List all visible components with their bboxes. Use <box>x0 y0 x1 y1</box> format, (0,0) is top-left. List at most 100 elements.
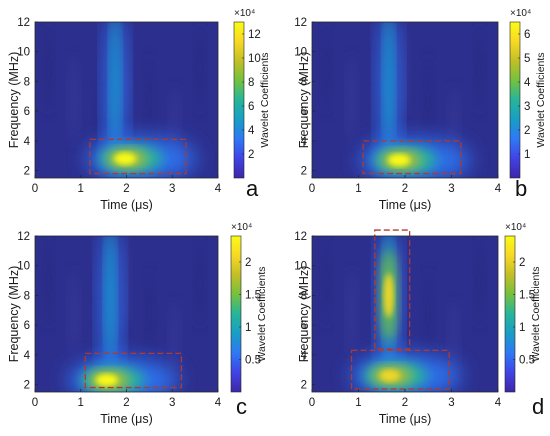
background-texture <box>397 25 408 113</box>
y-tick-label: 2 <box>301 380 307 392</box>
y-tick-label: 8 <box>301 76 307 88</box>
colorbar-tick-label: 2 <box>245 257 251 269</box>
panel-label: b <box>515 176 527 201</box>
background-texture <box>423 270 434 358</box>
highlight-box-2 <box>350 349 450 390</box>
panel-label: a <box>246 176 259 201</box>
energy-peak <box>95 374 118 387</box>
y-tick-label: 2 <box>301 166 307 178</box>
colorbar-tick-label: 12 <box>248 29 261 41</box>
x-tick-label: 0 <box>32 397 38 409</box>
colorbar-tick-label: 1 <box>245 322 251 334</box>
colorbar: 0.5 1 1.5 2 ×10⁴ Wavelet Coefficients <box>230 222 268 393</box>
colorbar-gradient <box>230 235 242 393</box>
x-tick-label: 4 <box>215 397 222 409</box>
colorbar-tick-label: 4 <box>524 77 531 89</box>
x-tick-label: 4 <box>215 183 222 195</box>
x-tick-label: 1 <box>355 397 361 409</box>
x-tick-label: 0 <box>32 183 38 195</box>
heatmap-d <box>312 236 498 392</box>
energy-peak <box>383 273 394 318</box>
x-axis-label: Time (μs) <box>100 198 153 212</box>
colorbar-tick-label: 2 <box>519 257 525 269</box>
y-tick-label: 8 <box>301 290 307 302</box>
panel-label: c <box>236 394 247 419</box>
y-tick-label: 4 <box>24 350 31 362</box>
colorbar-tick-label: 1.5 <box>519 290 535 302</box>
background-texture <box>346 270 357 358</box>
x-tick-label: 3 <box>169 183 175 195</box>
colorbar-tick-label: 5 <box>524 53 530 65</box>
y-tick-label: 6 <box>24 106 30 118</box>
background-texture <box>68 270 79 358</box>
energy-peak <box>114 152 137 165</box>
colorbar-tick-label: 1.5 <box>245 290 261 302</box>
background-texture <box>194 25 205 113</box>
colorbar-label: Wavelet Coefficients <box>530 266 542 361</box>
y-tick-label: 10 <box>294 261 307 273</box>
background-texture <box>423 56 434 144</box>
background-texture <box>474 25 485 113</box>
background-texture <box>68 56 79 144</box>
x-axis-label: Time (μs) <box>379 412 432 426</box>
x-tick-label: 3 <box>448 183 454 195</box>
x-tick-label: 4 <box>495 183 502 195</box>
colorbar-label: Wavelet Coefficients <box>256 266 268 361</box>
colorbar-tick-label: 1 <box>524 149 530 161</box>
highlight-box-1 <box>362 140 462 175</box>
heatmap-a <box>35 22 218 178</box>
colorbar-tick-label: 3 <box>524 101 530 113</box>
background-texture <box>397 239 408 327</box>
heatmap-b <box>312 22 498 178</box>
background-texture <box>144 270 155 358</box>
y-tick-label: 6 <box>24 320 30 332</box>
y-tick-label: 4 <box>301 136 308 148</box>
colorbar-scale: ×10⁴ <box>505 222 526 233</box>
colorbar-scale: ×10⁴ <box>510 8 531 19</box>
background-texture <box>346 56 357 144</box>
highlight-box-1 <box>89 138 187 175</box>
energy-column-core <box>383 22 394 152</box>
x-tick-label: 2 <box>123 397 129 409</box>
colorbar-label: Wavelet Coefficients <box>259 52 271 147</box>
y-tick-label: 8 <box>24 290 30 302</box>
colorbar-tick-label: 8 <box>248 77 254 89</box>
colorbar-tick-label: 2 <box>248 149 254 161</box>
background-texture <box>320 239 331 327</box>
energy-column-core <box>110 22 121 152</box>
energy-peak-low <box>379 369 400 382</box>
colorbar-scale: ×10⁴ <box>231 222 252 233</box>
y-tick-label: 2 <box>24 166 30 178</box>
colorbar-tick-label: 6 <box>248 101 254 113</box>
y-tick-label: 12 <box>17 231 30 243</box>
background-texture <box>144 56 155 144</box>
y-axis-label: Frequency (MHz) <box>7 52 21 149</box>
x-tick-label: 2 <box>402 397 408 409</box>
colorbar-tick-label: 2 <box>524 125 530 137</box>
x-tick-label: 0 <box>309 397 315 409</box>
background-texture <box>320 25 331 113</box>
y-tick-label: 10 <box>17 261 30 273</box>
x-tick-label: 0 <box>309 183 315 195</box>
x-tick-label: 2 <box>402 183 408 195</box>
energy-peak <box>388 154 410 167</box>
x-tick-label: 1 <box>355 183 361 195</box>
y-tick-label: 10 <box>294 47 307 59</box>
panel-label: d <box>532 394 544 419</box>
background-texture <box>43 239 54 327</box>
y-tick-label: 10 <box>17 47 30 59</box>
colorbar-gradient <box>509 21 521 179</box>
y-tick-label: 4 <box>24 136 31 148</box>
energy-column-core <box>105 236 116 366</box>
heatmap-c <box>35 236 218 392</box>
x-tick-label: 4 <box>495 397 502 409</box>
y-tick-label: 4 <box>301 350 308 362</box>
colorbar-tick-label: 10 <box>248 53 261 65</box>
y-axis-label: Frequency (MHz) <box>297 52 311 149</box>
y-tick-label: 2 <box>24 380 30 392</box>
background-texture <box>474 239 485 327</box>
x-axis-label: Time (μs) <box>379 198 432 212</box>
